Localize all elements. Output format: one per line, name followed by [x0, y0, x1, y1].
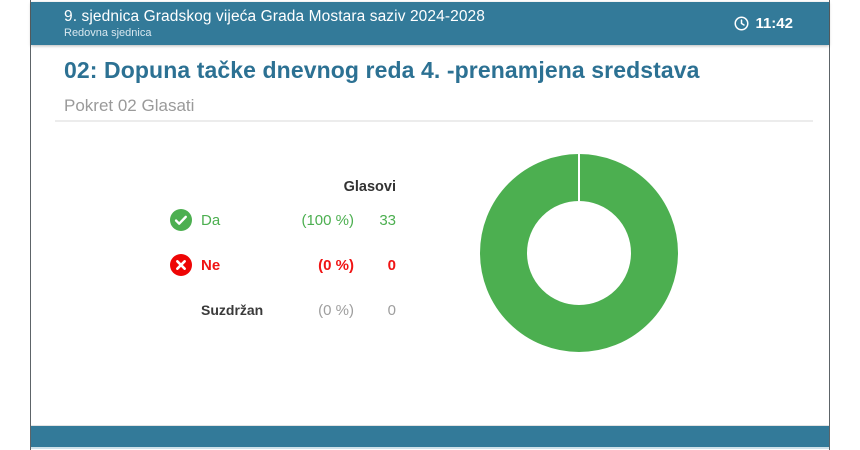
footer-accent-strip	[31, 447, 829, 449]
motion-subtitle: Pokret 02 Glasati	[64, 96, 195, 115]
agenda-item-title: 02: Dopuna tačke dnevnog reda 4. -prenam…	[64, 57, 700, 83]
vote-percent-suzdrzan: (0 %)	[318, 301, 354, 319]
votes-column-header: Glasovi	[343, 179, 396, 195]
session-subtitle: Redovna sjednica	[64, 26, 152, 39]
session-title: 9. sjednica Gradskog vijeća Grada Mostar…	[64, 7, 485, 25]
vote-row-suzdrzan: Suzdržan (0 %) 0	[170, 299, 396, 321]
vote-percent-da: (100 %)	[301, 211, 354, 229]
vote-row-ne: Ne (0 %) 0	[170, 254, 396, 276]
vote-label-suzdrzan: Suzdržan	[201, 302, 264, 318]
vote-percent-ne: (0 %)	[318, 256, 354, 274]
x-circle-icon	[170, 254, 192, 276]
vote-count-ne: 0	[387, 256, 396, 274]
header-bar: 9. sjednica Gradskog vijeća Grada Mostar…	[31, 2, 829, 45]
header-titles: 9. sjednica Gradskog vijeća Grada Mostar…	[64, 8, 485, 39]
session-window: 9. sjednica Gradskog vijeća Grada Mostar…	[30, 0, 830, 450]
check-circle-icon	[170, 209, 192, 231]
vote-count-da: 33	[379, 211, 396, 229]
donut-svg	[480, 154, 678, 352]
header-clock: 11:42	[734, 15, 793, 32]
footer-bar	[31, 425, 829, 448]
vote-row-da: Da (100 %) 33	[170, 209, 396, 231]
vote-label-ne: Ne	[201, 256, 221, 274]
clock-icon	[734, 16, 749, 31]
donut-chart	[479, 153, 679, 353]
vote-results-table: Glasovi Da (100 %) 33 Ne (0 %) 0	[170, 179, 396, 344]
vote-count-suzdrzan: 0	[387, 301, 396, 319]
vote-label-da: Da	[201, 211, 221, 229]
time-value: 11:42	[755, 15, 793, 32]
gray-circle-icon	[170, 299, 192, 321]
content-divider	[55, 120, 813, 122]
